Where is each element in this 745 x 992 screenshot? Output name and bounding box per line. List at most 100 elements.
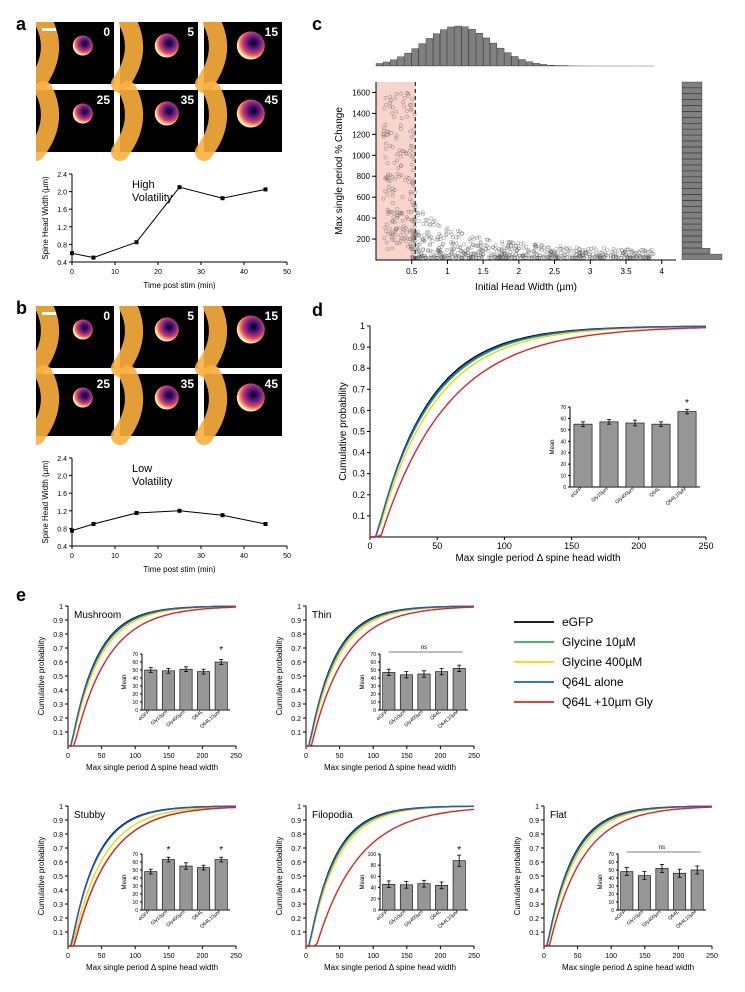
svg-text:Cumulative probability: Cumulative probability — [37, 837, 46, 916]
svg-text:Volatility: Volatility — [132, 476, 173, 488]
svg-text:0.4: 0.4 — [529, 888, 539, 895]
svg-text:0.2: 0.2 — [53, 916, 63, 923]
svg-text:40: 40 — [240, 269, 248, 276]
svg-text:Gly10µm: Gly10µm — [590, 486, 609, 504]
svg-text:Mean: Mean — [122, 874, 128, 889]
svg-text:70: 70 — [608, 852, 614, 858]
svg-text:45: 45 — [265, 93, 279, 107]
svg-text:10: 10 — [111, 553, 119, 560]
svg-text:0.5: 0.5 — [406, 267, 418, 276]
panel-b: 0515253545010203040500.40.81.21.62.02.4T… — [36, 306, 298, 576]
svg-text:0.6: 0.6 — [291, 660, 301, 667]
svg-text:0.5: 0.5 — [53, 674, 63, 681]
svg-text:0.2: 0.2 — [352, 490, 365, 500]
svg-text:0.9: 0.9 — [53, 618, 63, 625]
svg-text:High: High — [132, 179, 155, 191]
svg-text:10: 10 — [132, 700, 138, 706]
svg-text:0.8: 0.8 — [53, 832, 63, 839]
svg-text:0: 0 — [304, 753, 308, 760]
svg-text:0.3: 0.3 — [53, 702, 63, 709]
svg-text:40: 40 — [132, 876, 138, 882]
svg-text:0.1: 0.1 — [53, 930, 63, 937]
panel-a: 0515253545010203040500.40.81.21.62.02.4T… — [36, 22, 298, 292]
svg-text:50: 50 — [283, 553, 291, 560]
svg-text:0.7: 0.7 — [291, 646, 301, 653]
svg-text:20: 20 — [370, 897, 376, 903]
svg-text:eGFP: eGFP — [614, 909, 628, 922]
svg-text:Gly400µm: Gly400µm — [641, 909, 662, 928]
svg-text:20: 20 — [154, 553, 162, 560]
svg-text:25: 25 — [97, 93, 111, 107]
svg-text:0.3: 0.3 — [352, 469, 365, 479]
svg-text:0.3: 0.3 — [291, 902, 301, 909]
panel-e-4: 0501001502002500.10.20.30.40.50.60.70.80… — [270, 790, 484, 974]
svg-text:0.8: 0.8 — [352, 363, 365, 373]
svg-text:Gly400µm: Gly400µm — [403, 709, 424, 728]
svg-text:Filopodia: Filopodia — [312, 810, 353, 821]
legend: eGFPGlycine 10µMGlycine 400µMQ64L aloneQ… — [508, 610, 722, 730]
svg-text:0: 0 — [563, 485, 566, 491]
svg-text:0.4: 0.4 — [291, 688, 301, 695]
svg-text:15: 15 — [265, 25, 279, 39]
svg-text:0: 0 — [367, 541, 372, 551]
svg-text:Glycine 400µM: Glycine 400µM — [562, 655, 642, 669]
svg-text:30: 30 — [608, 884, 614, 890]
svg-text:20: 20 — [154, 269, 162, 276]
svg-text:Gly400µm: Gly400µm — [165, 709, 186, 728]
svg-text:0.2: 0.2 — [291, 716, 301, 723]
svg-text:Gly400µm: Gly400µm — [403, 909, 424, 928]
svg-text:1: 1 — [535, 804, 539, 811]
svg-text:0.5: 0.5 — [53, 874, 63, 881]
svg-text:150: 150 — [639, 953, 651, 960]
svg-text:10: 10 — [111, 269, 119, 276]
svg-text:Spine Head Width (µm): Spine Head Width (µm) — [41, 176, 50, 260]
svg-text:1: 1 — [297, 804, 301, 811]
svg-text:150: 150 — [401, 953, 413, 960]
svg-text:Max single period Δ spine head: Max single period Δ spine head width — [324, 763, 456, 772]
panel-e-label: e — [16, 585, 26, 606]
panel-e-5: 0501001502002500.10.20.30.40.50.60.70.80… — [508, 790, 722, 974]
svg-text:30: 30 — [197, 269, 205, 276]
svg-text:0.4: 0.4 — [53, 688, 63, 695]
svg-text:Q64L alone: Q64L alone — [562, 675, 624, 689]
svg-text:800: 800 — [357, 172, 371, 181]
svg-text:0: 0 — [103, 25, 110, 39]
svg-text:*: * — [219, 645, 223, 656]
svg-text:0.1: 0.1 — [53, 730, 63, 737]
svg-text:1600: 1600 — [352, 88, 370, 97]
svg-text:0: 0 — [611, 908, 614, 914]
svg-text:1: 1 — [59, 804, 63, 811]
svg-text:0.2: 0.2 — [529, 916, 539, 923]
svg-text:Cumulative probability: Cumulative probability — [513, 837, 522, 916]
svg-text:250: 250 — [706, 953, 718, 960]
figure-root: a b c d e 0515253545010203040500.40.81.2… — [10, 10, 735, 982]
svg-text:Q64L +10µm Gly: Q64L +10µm Gly — [562, 695, 653, 709]
svg-text:0: 0 — [304, 953, 308, 960]
svg-text:100: 100 — [129, 953, 141, 960]
panel-c-label: c — [312, 14, 322, 35]
svg-text:45: 45 — [265, 377, 279, 391]
svg-text:Max single period % Change: Max single period % Change — [334, 107, 345, 235]
svg-text:250: 250 — [468, 753, 480, 760]
svg-text:Q64L: Q64L — [191, 909, 204, 922]
svg-text:150: 150 — [401, 753, 413, 760]
svg-text:Stubby: Stubby — [74, 810, 105, 821]
svg-text:0.7: 0.7 — [352, 384, 365, 394]
svg-text:10: 10 — [608, 900, 614, 906]
svg-text:50: 50 — [98, 953, 106, 960]
svg-text:40: 40 — [608, 876, 614, 882]
svg-text:70: 70 — [132, 852, 138, 858]
svg-text:0.4: 0.4 — [291, 888, 301, 895]
svg-text:eGFP: eGFP — [376, 909, 390, 922]
svg-text:50: 50 — [132, 668, 138, 674]
svg-text:100: 100 — [605, 953, 617, 960]
svg-text:Gly400µm: Gly400µm — [165, 909, 186, 928]
svg-text:20: 20 — [608, 892, 614, 898]
svg-text:70: 70 — [132, 652, 138, 658]
svg-text:50: 50 — [336, 753, 344, 760]
svg-text:eGFP: eGFP — [138, 909, 152, 922]
panel-b-label: b — [16, 298, 27, 319]
svg-text:50: 50 — [560, 428, 566, 434]
svg-text:0.7: 0.7 — [529, 846, 539, 853]
svg-text:1: 1 — [360, 321, 365, 331]
